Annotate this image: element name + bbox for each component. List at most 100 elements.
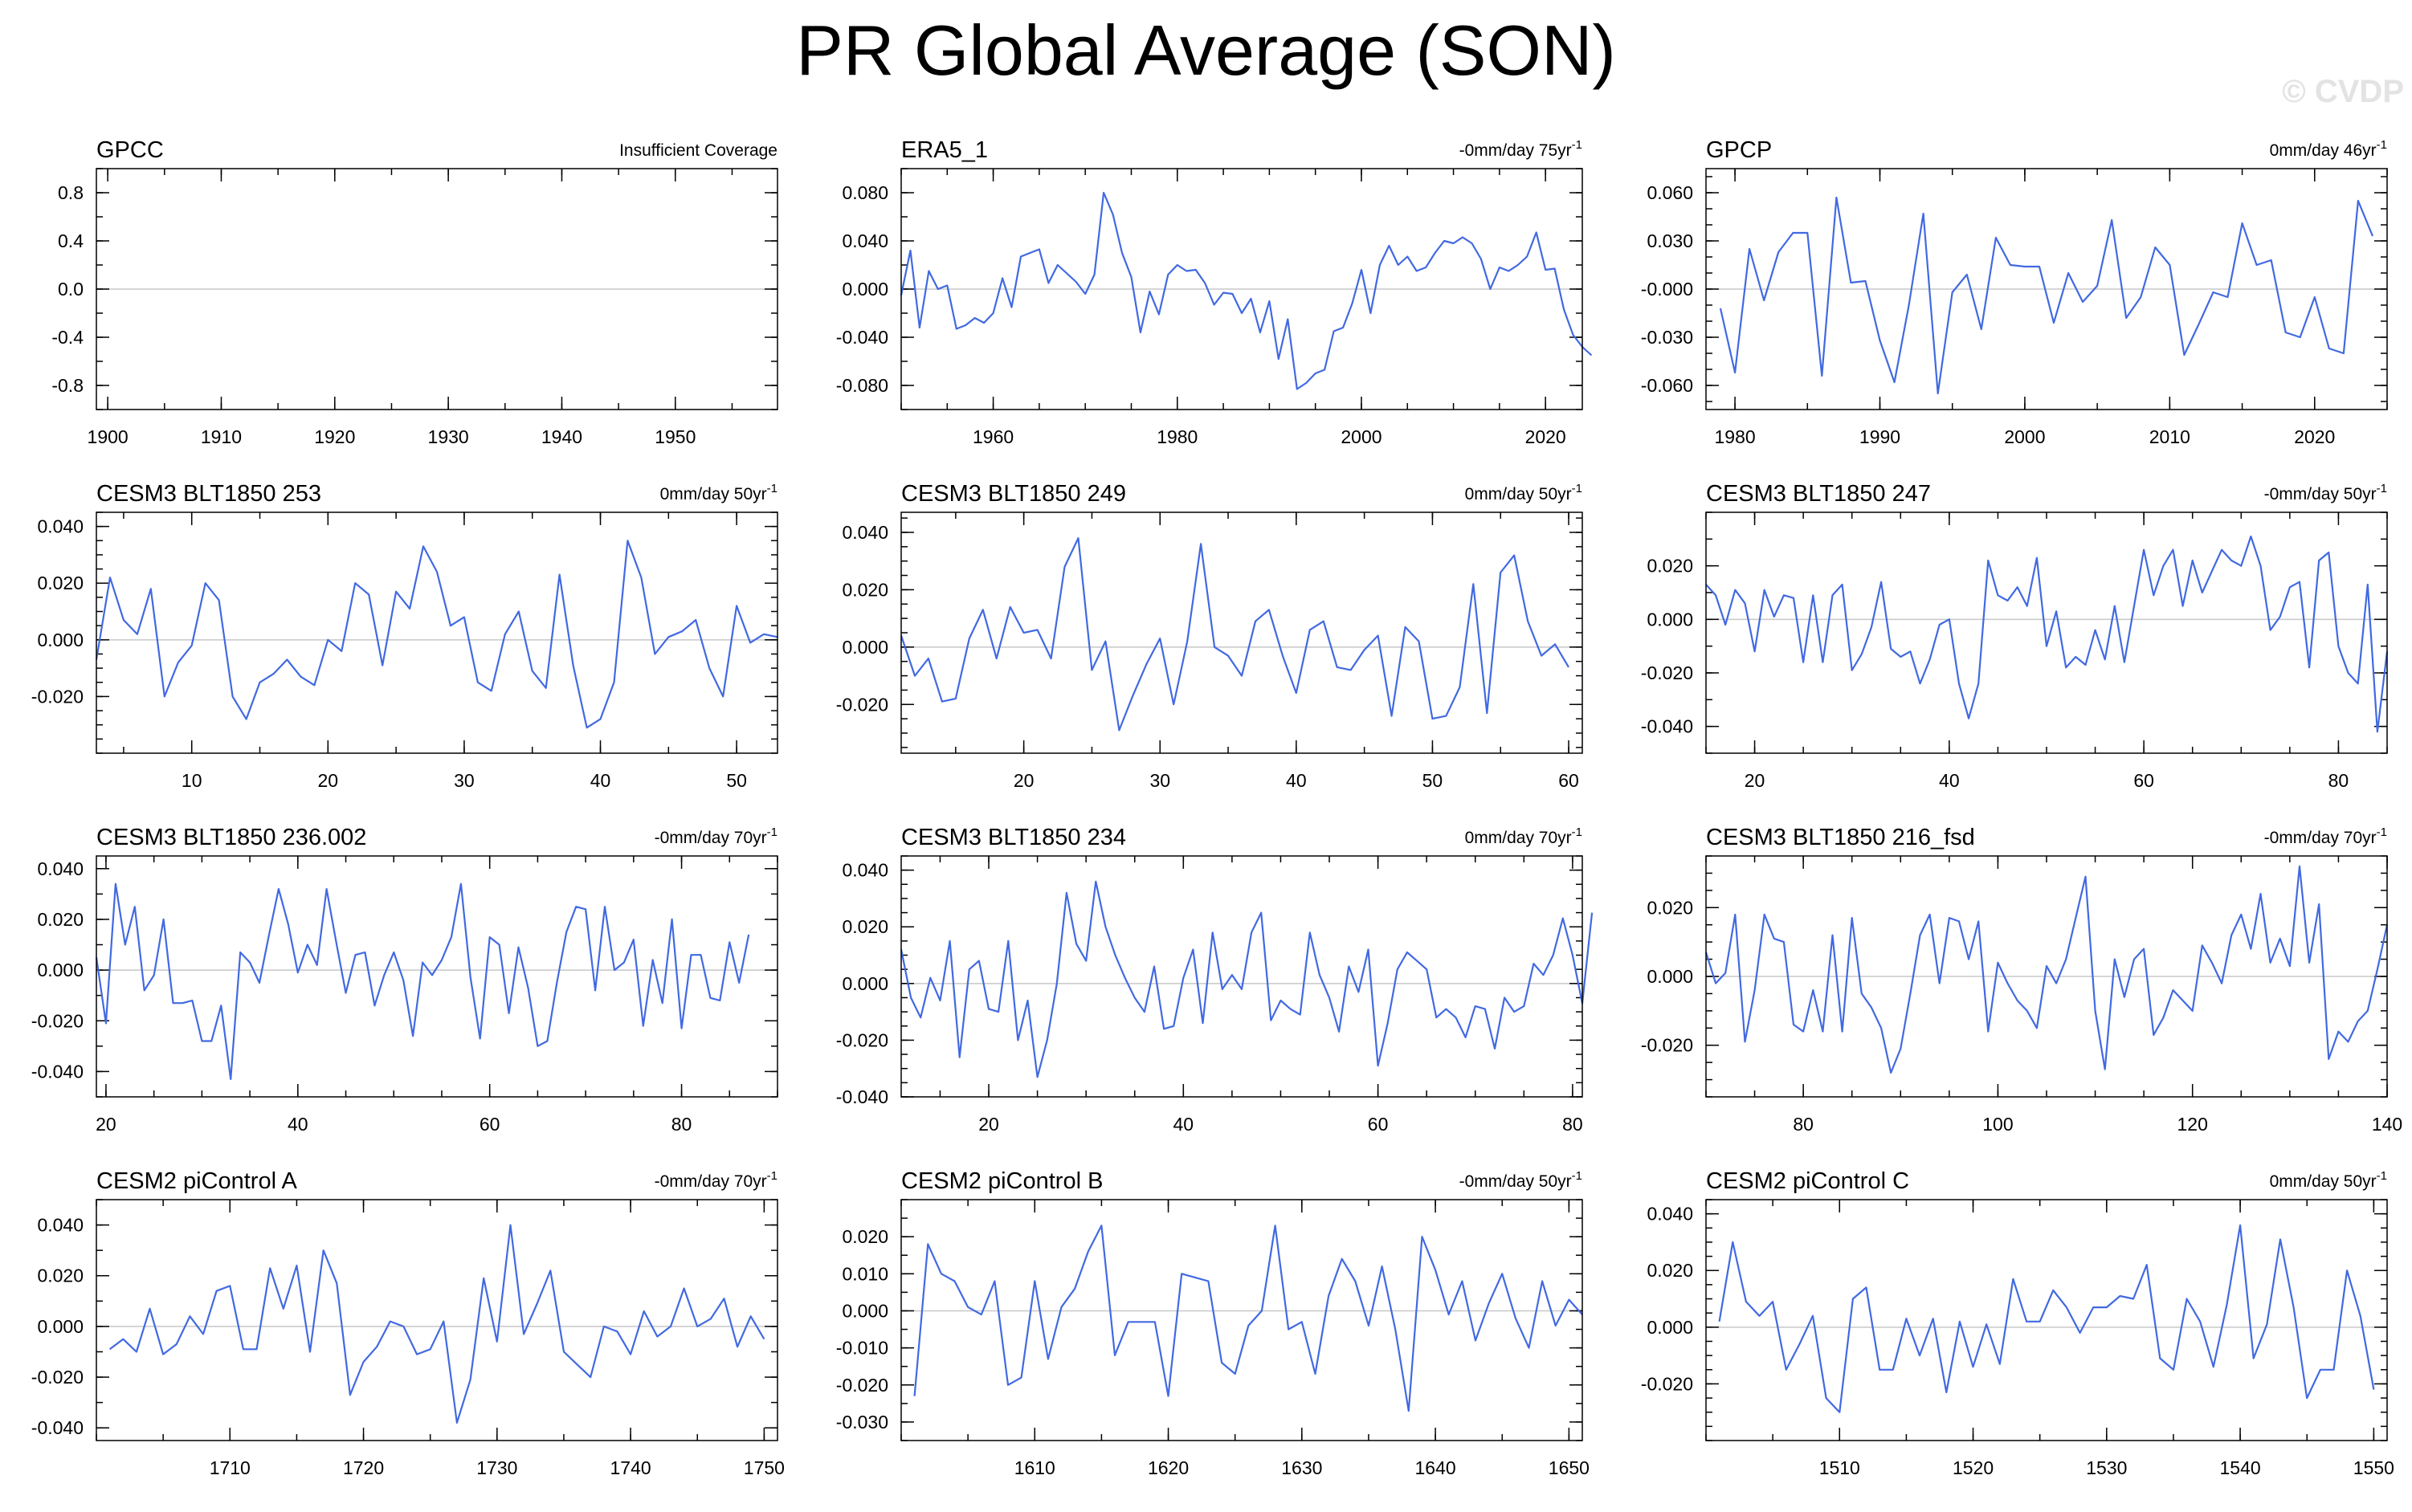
series-line	[900, 191, 1593, 390]
y-tick-label: -0.020	[1641, 1373, 1693, 1394]
series-line	[95, 540, 778, 729]
note-superscript: -1	[2377, 1169, 2387, 1183]
y-tick-label: 0.000	[842, 279, 888, 300]
y-tick-label: 0.020	[1647, 556, 1693, 577]
plot-frame	[1705, 168, 2388, 410]
y-tick-label: 0.020	[842, 916, 888, 937]
panel-11: CESM2 piControl C 0mm/day 50yr-1 1510 1520 1…	[1641, 1168, 2394, 1478]
cvdp-watermark: © CVDP	[2282, 74, 2404, 109]
series-line	[900, 536, 1569, 732]
note-superscript: -1	[2377, 825, 2387, 839]
y-tick-label: -0.8	[51, 375, 84, 396]
x-tick-label: 40	[288, 1114, 308, 1135]
x-tick-label: 1990	[1859, 426, 1900, 447]
x-tick-label: 1650	[1549, 1457, 1590, 1478]
x-tick-label: 1520	[1953, 1457, 1994, 1478]
y-tick-label: -0.040	[836, 1086, 888, 1107]
series-line	[95, 882, 750, 1081]
series-line	[108, 1224, 765, 1424]
x-tick-label: 1530	[2086, 1457, 2127, 1478]
plot-frame	[1705, 855, 2388, 1098]
x-tick-label: 1950	[655, 426, 696, 447]
y-tick-label: 0.000	[1647, 966, 1693, 987]
plot-frame	[96, 1199, 778, 1441]
panel-note: -0mm/day 75yr-1	[1459, 138, 1582, 160]
x-tick-label: 1610	[1014, 1457, 1055, 1478]
x-tick-label: 2020	[1525, 426, 1566, 447]
y-tick-label: 0.000	[37, 630, 84, 650]
series-line	[1718, 1224, 2375, 1413]
x-tick-label: 40	[1173, 1114, 1194, 1135]
y-tick-label: -0.020	[31, 1367, 84, 1388]
x-tick-label: 1930	[428, 426, 469, 447]
panel-5: CESM3 BLT1850 247 -0mm/day 50yr-1 20 40 60 80…	[1641, 481, 2389, 791]
y-tick-label: -0.030	[1641, 327, 1693, 348]
y-tick-label: 0.8	[58, 182, 84, 203]
y-tick-label: 0.020	[842, 579, 888, 600]
x-tick-label: 20	[1014, 770, 1035, 791]
y-tick-label: 0.020	[37, 573, 84, 593]
panel-note: 0mm/day 50yr-1	[660, 482, 777, 503]
panel-note: 0mm/day 46yr-1	[2270, 138, 2387, 160]
plot-frame	[96, 168, 778, 410]
y-tick-label: -0.020	[31, 686, 84, 707]
y-tick-label: -0.020	[31, 1010, 84, 1031]
x-tick-label: 40	[1939, 770, 1960, 791]
x-tick-label: 1960	[973, 426, 1014, 447]
x-tick-label: 2010	[2149, 426, 2190, 447]
page-title: PR Global Average (SON)	[796, 10, 1616, 90]
note-superscript: -1	[1572, 138, 1582, 152]
x-tick-label: 20	[978, 1114, 999, 1135]
x-tick-label: 100	[1982, 1114, 2013, 1135]
y-tick-label: 0.040	[1647, 1204, 1693, 1225]
x-tick-label: 60	[480, 1114, 500, 1135]
x-tick-label: 1540	[2220, 1457, 2261, 1478]
panel-0: GPCC Insufficient Coverage 1900 1910 1920 193…	[51, 137, 778, 447]
panel-6: CESM3 BLT1850 236.002 -0mm/day 70yr-1 20 40…	[31, 825, 778, 1135]
note-superscript: -1	[2377, 138, 2387, 152]
y-tick-label: 0.020	[37, 1265, 84, 1286]
y-tick-label: 0.020	[1647, 897, 1693, 918]
y-tick-label: 0.040	[842, 860, 888, 881]
y-tick-label: -0.020	[836, 1375, 888, 1396]
x-tick-label: 10	[182, 770, 202, 791]
panel-title: CESM3 BLT1850 234	[901, 825, 1126, 850]
note-superscript: -1	[1572, 825, 1582, 839]
panel-2: GPCP 0mm/day 46yr-1 1980 1990 2000 2010 2020 -0…	[1641, 137, 2388, 447]
y-tick-label: -0.040	[31, 1417, 84, 1438]
x-tick-label: 30	[1149, 770, 1170, 791]
x-tick-label: 1720	[343, 1457, 384, 1478]
x-tick-label: 1620	[1148, 1457, 1189, 1478]
x-tick-label: 120	[2177, 1114, 2208, 1135]
panel-title: CESM2 piControl C	[1706, 1168, 1909, 1194]
y-tick-label: 0.000	[37, 960, 84, 980]
y-tick-label: 0.0	[58, 279, 84, 300]
panel-note: 0mm/day 70yr-1	[1465, 825, 1582, 847]
x-tick-label: 1730	[476, 1457, 517, 1478]
y-tick-label: -0.020	[1641, 662, 1693, 683]
x-tick-label: 20	[96, 1114, 116, 1135]
x-tick-label: 1710	[210, 1457, 251, 1478]
panel-4: CESM3 BLT1850 249 0mm/day 50yr-1 20 30 40 50 6…	[836, 481, 1583, 791]
y-tick-label: -0.000	[1641, 279, 1693, 300]
x-tick-label: 50	[1422, 770, 1443, 791]
y-tick-label: 0.000	[1647, 609, 1693, 630]
panel-3: CESM3 BLT1850 253 0mm/day 50yr-1 10 20 30 40 5…	[31, 481, 778, 791]
y-tick-label: 0.010	[842, 1263, 888, 1284]
x-tick-label: 60	[2133, 770, 2154, 791]
y-tick-label: 0.000	[1647, 1317, 1693, 1338]
plot-frame	[900, 1199, 1583, 1441]
plot-frame	[900, 168, 1583, 410]
panel-note: -0mm/day 70yr-1	[2264, 825, 2387, 847]
y-tick-label: -0.4	[51, 327, 84, 348]
panel-title: CESM3 BLT1850 236.002	[96, 825, 366, 850]
panel-note: -0mm/day 50yr-1	[2264, 482, 2387, 503]
panel-8: CESM3 BLT1850 216_fsd -0mm/day 70yr-1 80 10…	[1641, 825, 2402, 1135]
x-tick-label: 1550	[2353, 1457, 2394, 1478]
note-superscript: -1	[767, 1169, 777, 1183]
y-tick-label: 0.040	[842, 522, 888, 543]
y-tick-label: -0.040	[31, 1061, 84, 1082]
plot-frame	[96, 855, 778, 1098]
x-tick-label: 1510	[1819, 1457, 1860, 1478]
